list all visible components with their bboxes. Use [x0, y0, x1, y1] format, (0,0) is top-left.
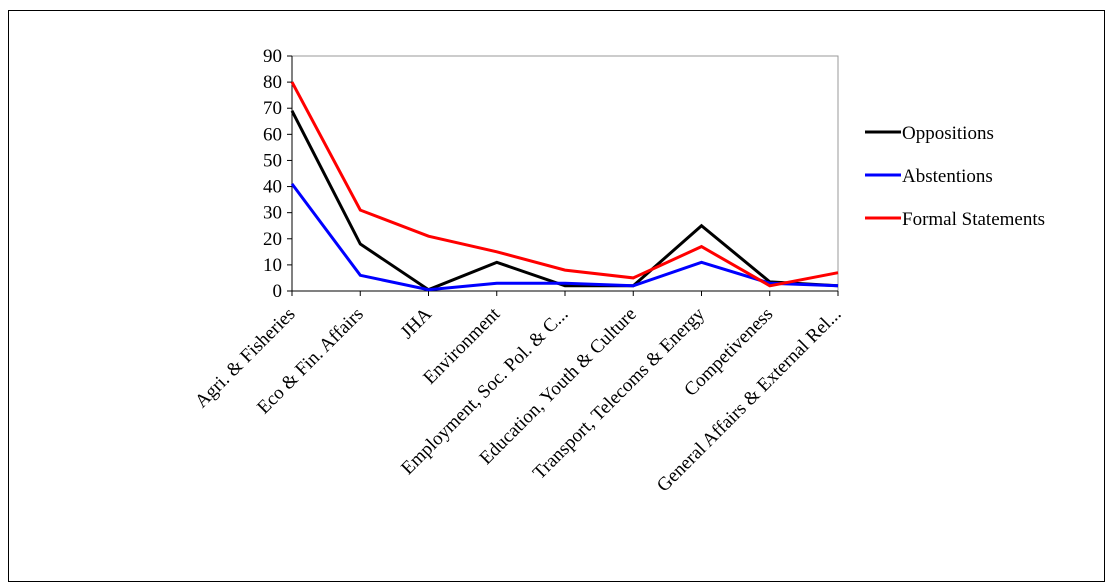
x-tick-label: JHA	[397, 303, 437, 343]
y-tick-label: 30	[263, 203, 282, 224]
legend-entry: Abstentions	[902, 166, 993, 187]
chart-frame	[8, 10, 1105, 582]
y-tick-label: 60	[263, 124, 282, 145]
y-tick-label: 80	[263, 72, 282, 93]
y-tick-label: 10	[263, 255, 282, 276]
y-tick-label: 20	[263, 229, 282, 250]
y-tick-label: 70	[263, 98, 282, 119]
y-tick-label: 40	[263, 177, 282, 198]
series-line-abstentions	[290, 183, 839, 292]
series-line-formal-statements	[290, 81, 839, 288]
y-tick-label: 0	[273, 281, 283, 302]
legend-entry: Oppositions	[902, 123, 994, 144]
y-tick-label: 90	[263, 46, 282, 67]
y-tick-label: 50	[263, 150, 282, 171]
legend-entry: Formal Statements	[902, 209, 1045, 230]
plot-area	[291, 55, 839, 292]
series-line-oppositions	[290, 110, 839, 292]
